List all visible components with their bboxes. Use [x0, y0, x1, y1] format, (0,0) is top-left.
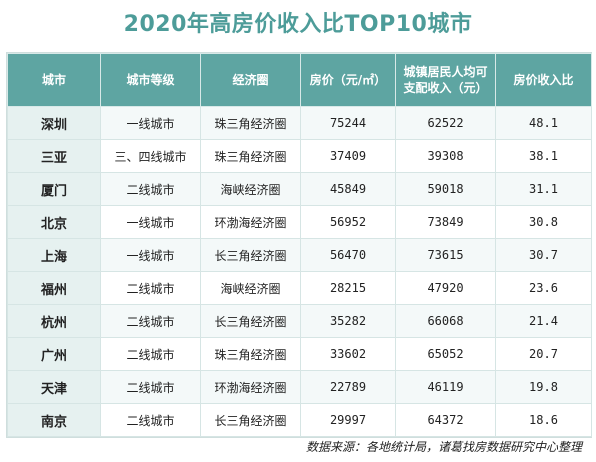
table-header: 城市 城市等级 经济圈 房价（元/㎡） 城镇居民人均可支配收入（元） 房价收入比 [7, 53, 592, 107]
ratio-cell: 48.1 [495, 106, 592, 140]
income-cell: 73615 [395, 238, 496, 272]
ratio-cell: 38.1 [495, 139, 592, 173]
data-table-container: 城市 城市等级 经济圈 房价（元/㎡） 城镇居民人均可支配收入（元） 房价收入比… [6, 52, 592, 438]
column-header: 房价收入比 [495, 53, 592, 107]
income-cell: 62522 [395, 106, 496, 140]
tier-cell: 二线城市 [100, 304, 201, 338]
price-cell: 75244 [300, 106, 396, 140]
city-cell: 深圳 [7, 106, 101, 140]
city-cell: 广州 [7, 337, 101, 371]
city-cell: 杭州 [7, 304, 101, 338]
region-cell: 长三角经济圈 [200, 238, 301, 272]
city-cell: 厦门 [7, 172, 101, 206]
tier-cell: 三、四线城市 [100, 139, 201, 173]
source-note: 数据来源：各地统计局，诸葛找房数据研究中心整理 [305, 440, 582, 454]
column-header: 房价（元/㎡） [300, 53, 396, 107]
region-cell: 环渤海经济圈 [200, 205, 301, 239]
income-cell: 65052 [395, 337, 496, 371]
price-cell: 56952 [300, 205, 396, 239]
ratio-cell: 18.6 [495, 403, 592, 437]
price-cell: 22789 [300, 370, 396, 404]
region-cell: 海峡经济圈 [200, 172, 301, 206]
ratio-cell: 20.7 [495, 337, 592, 371]
table-row: 广州 二线城市 珠三角经济圈 33602 65052 20.7 [7, 337, 592, 371]
table-body: 深圳 一线城市 珠三角经济圈 75244 62522 48.1 三亚 三、四线城市 珠三角经济圈… [7, 106, 592, 437]
price-cell: 56470 [300, 238, 396, 272]
chart-title: 2020年高房价收入比TOP10城市 [123, 12, 473, 37]
tier-cell: 二线城市 [100, 172, 201, 206]
column-header: 经济圈 [200, 53, 301, 107]
price-cell: 28215 [300, 271, 396, 305]
table-row: 三亚 三、四线城市 珠三角经济圈 37409 39308 38.1 [7, 139, 592, 173]
ratio-cell: 21.4 [495, 304, 592, 338]
region-cell: 珠三角经济圈 [200, 139, 301, 173]
table-row: 厦门 二线城市 海峡经济圈 45849 59018 31.1 [7, 172, 592, 206]
city-cell: 北京 [7, 205, 101, 239]
table-row: 天津 二线城市 环渤海经济圈 22789 46119 19.8 [7, 370, 592, 404]
income-cell: 64372 [395, 403, 496, 437]
region-cell: 珠三角经济圈 [200, 337, 301, 371]
price-cell: 45849 [300, 172, 396, 206]
table-row: 深圳 一线城市 珠三角经济圈 75244 62522 48.1 [7, 106, 592, 140]
city-cell: 三亚 [7, 139, 101, 173]
income-cell: 46119 [395, 370, 496, 404]
region-cell: 海峡经济圈 [200, 271, 301, 305]
ratio-cell: 30.7 [495, 238, 592, 272]
income-cell: 39308 [395, 139, 496, 173]
price-cell: 33602 [300, 337, 396, 371]
tier-cell: 二线城市 [100, 403, 201, 437]
tier-cell: 一线城市 [100, 238, 201, 272]
ratio-cell: 31.1 [495, 172, 592, 206]
city-cell: 上海 [7, 238, 101, 272]
tier-cell: 一线城市 [100, 106, 201, 140]
ratio-cell: 30.8 [495, 205, 592, 239]
column-header: 城镇居民人均可支配收入（元） [395, 53, 496, 107]
tier-cell: 二线城市 [100, 337, 201, 371]
header-row: 城市 城市等级 经济圈 房价（元/㎡） 城镇居民人均可支配收入（元） 房价收入比 [7, 53, 592, 107]
price-cell: 29997 [300, 403, 396, 437]
region-cell: 珠三角经济圈 [200, 106, 301, 140]
region-cell: 长三角经济圈 [200, 304, 301, 338]
table-row: 北京 一线城市 环渤海经济圈 56952 73849 30.8 [7, 205, 592, 239]
region-cell: 环渤海经济圈 [200, 370, 301, 404]
tier-cell: 二线城市 [100, 370, 201, 404]
price-cell: 35282 [300, 304, 396, 338]
tier-cell: 二线城市 [100, 271, 201, 305]
ratio-cell: 23.6 [495, 271, 592, 305]
income-cell: 66068 [395, 304, 496, 338]
price-cell: 37409 [300, 139, 396, 173]
column-header: 城市等级 [100, 53, 201, 107]
data-table: 城市 城市等级 经济圈 房价（元/㎡） 城镇居民人均可支配收入（元） 房价收入比… [7, 53, 592, 437]
region-cell: 长三角经济圈 [200, 403, 301, 437]
city-cell: 福州 [7, 271, 101, 305]
column-header: 城市 [7, 53, 101, 107]
table-row: 上海 一线城市 长三角经济圈 56470 73615 30.7 [7, 238, 592, 272]
table-row: 福州 二线城市 海峡经济圈 28215 47920 23.6 [7, 271, 592, 305]
city-cell: 南京 [7, 403, 101, 437]
table-row: 南京 二线城市 长三角经济圈 29997 64372 18.6 [7, 403, 592, 437]
table-row: 杭州 二线城市 长三角经济圈 35282 66068 21.4 [7, 304, 592, 338]
income-cell: 59018 [395, 172, 496, 206]
income-cell: 47920 [395, 271, 496, 305]
ratio-cell: 19.8 [495, 370, 592, 404]
tier-cell: 一线城市 [100, 205, 201, 239]
income-cell: 73849 [395, 205, 496, 239]
city-cell: 天津 [7, 370, 101, 404]
